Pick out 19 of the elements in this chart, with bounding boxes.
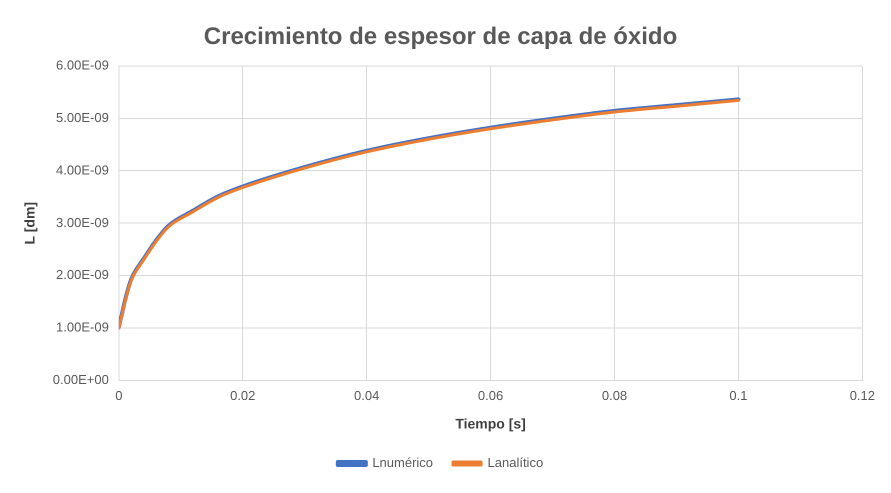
y-tick-label: 4.00E-09 (56, 162, 109, 178)
x-tick-label: 0.02 (230, 388, 256, 403)
y-tick-label: 0.00E+00 (52, 372, 109, 388)
x-tick-label: 0.1 (729, 388, 748, 403)
x-tick-label: 0.04 (354, 388, 380, 403)
y-tick-label: 3.00E-09 (56, 214, 109, 230)
y-tick-label: 2.00E-09 (56, 267, 109, 282)
x-tick-label: 0 (115, 388, 122, 403)
y-axis-title: L [dm] (21, 202, 38, 244)
x-tick-label: 0.08 (602, 388, 628, 403)
x-tick-label: 0.06 (478, 388, 504, 403)
x-axis-title: Tiempo [s] (455, 415, 526, 432)
legend-label: Lnumérico (372, 455, 434, 470)
y-tick-label: 6.00E-09 (56, 57, 109, 72)
legend-label: Lanalítico (488, 455, 544, 470)
y-tick-label: 5.00E-09 (56, 110, 109, 125)
y-tick-label: 1.00E-09 (56, 320, 109, 335)
x-tick-label: 0.12 (850, 388, 876, 403)
chart-title: Crecimiento de espesor de capa de óxido (204, 23, 678, 50)
